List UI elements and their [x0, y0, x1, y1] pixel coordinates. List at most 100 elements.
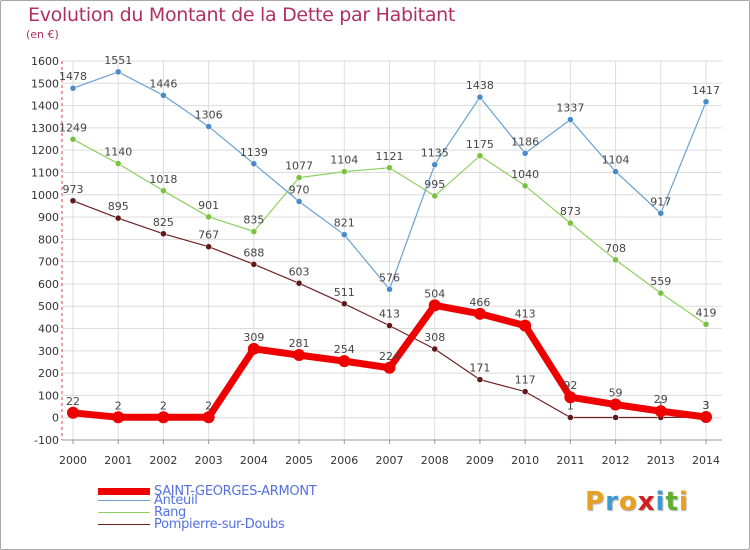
data-point [114, 160, 122, 167]
data-point [114, 214, 122, 222]
y-tick-label: 500 [38, 300, 59, 313]
data-point [657, 289, 665, 297]
data-point [69, 197, 77, 205]
y-tick-label: 200 [38, 367, 59, 380]
data-label: 22 [66, 395, 80, 408]
data-label: 559 [650, 275, 671, 288]
y-tick-label: 800 [38, 233, 59, 246]
data-label: 708 [605, 242, 626, 255]
legend-label: SAINT-GEORGES-ARMONT [154, 484, 317, 499]
data-label: 419 [696, 306, 717, 319]
data-label: 825 [153, 216, 174, 229]
data-point [431, 345, 438, 353]
plot-area [62, 61, 722, 440]
y-tick-label: 0 [52, 412, 59, 425]
data-label: 821 [334, 217, 355, 230]
data-label: 254 [334, 343, 355, 356]
data-point [612, 256, 619, 264]
data-label: 1478 [59, 70, 87, 83]
x-tick-label: 2005 [285, 454, 313, 467]
data-label: 895 [108, 200, 129, 213]
y-tick-label: 1300 [31, 122, 59, 135]
data-point [69, 84, 77, 92]
data-point [700, 411, 712, 424]
data-label: 873 [560, 205, 581, 218]
data-label: 688 [243, 246, 264, 259]
data-point [386, 286, 393, 293]
x-tick-label: 2013 [647, 454, 675, 467]
data-label: 1121 [376, 150, 404, 163]
data-point [654, 405, 667, 418]
data-label: 1306 [195, 109, 223, 122]
x-tick-label: 2010 [511, 454, 539, 467]
legend-label: Anteuil [154, 493, 198, 508]
data-point [202, 411, 215, 424]
data-label: 1551 [104, 54, 132, 67]
data-point [612, 414, 619, 421]
x-tick-label: 2014 [692, 454, 720, 467]
data-point [250, 160, 258, 168]
data-label: 973 [63, 183, 84, 196]
data-label: 1417 [692, 84, 720, 97]
data-label: 3 [703, 399, 710, 412]
x-tick-label: 2002 [149, 454, 177, 467]
data-label: 1104 [602, 154, 630, 167]
data-point [476, 152, 484, 159]
data-label: 1135 [421, 147, 449, 160]
data-point [383, 361, 396, 374]
data-label: 92 [563, 379, 577, 392]
data-point [205, 243, 212, 250]
y-tick-label: 900 [38, 211, 59, 224]
data-point [250, 261, 258, 268]
data-label: 117 [515, 374, 536, 387]
data-point [386, 164, 393, 172]
data-label: 917 [650, 195, 671, 208]
y-tick-label: 600 [38, 278, 59, 291]
y-unit-label: (en €) [26, 28, 59, 41]
data-label: 413 [379, 308, 400, 321]
data-point [205, 213, 212, 221]
logo-letter: o [618, 487, 638, 517]
x-tick-label: 2000 [59, 454, 87, 467]
y-tick-label: 300 [38, 345, 59, 358]
legend-swatch [98, 524, 150, 525]
x-tick-label: 2004 [240, 454, 268, 467]
x-tick-label: 2003 [195, 454, 223, 467]
y-tick-label: 100 [38, 389, 59, 402]
data-point [612, 168, 619, 175]
y-tick-label: 700 [38, 256, 59, 269]
data-label: 1140 [104, 146, 132, 159]
y-tick-label: 1600 [31, 55, 59, 68]
data-point [295, 198, 303, 205]
data-point [338, 355, 351, 368]
data-point [157, 411, 170, 424]
data-point [69, 136, 77, 143]
data-point [341, 300, 348, 308]
y-tick-label: -100 [34, 434, 59, 447]
data-label: 901 [198, 199, 219, 212]
data-point [519, 319, 532, 332]
data-point [521, 150, 529, 157]
data-point [160, 187, 167, 195]
proxiti-logo: Proxiti [585, 487, 689, 517]
x-tick-label: 2009 [466, 454, 494, 467]
data-label: 1104 [330, 154, 358, 167]
data-label: 511 [334, 286, 355, 299]
data-point [341, 168, 348, 175]
data-label: 1337 [556, 102, 584, 115]
data-point [431, 161, 438, 168]
y-tick-label: 1400 [31, 100, 59, 113]
logo-letter: P [585, 487, 606, 517]
legend-swatch [98, 500, 150, 501]
logo-letter: x [637, 487, 656, 517]
data-label: 413 [515, 308, 536, 321]
data-point [114, 68, 122, 76]
data-label: 224 [379, 350, 400, 363]
data-label: 1446 [149, 77, 177, 90]
chart-title: Evolution du Montant de la Dette par Hab… [28, 4, 456, 26]
data-label: 576 [379, 271, 400, 284]
logo-letter: t [665, 487, 679, 517]
data-label: 171 [469, 362, 490, 375]
data-point [657, 210, 665, 217]
data-label: 59 [609, 387, 623, 400]
